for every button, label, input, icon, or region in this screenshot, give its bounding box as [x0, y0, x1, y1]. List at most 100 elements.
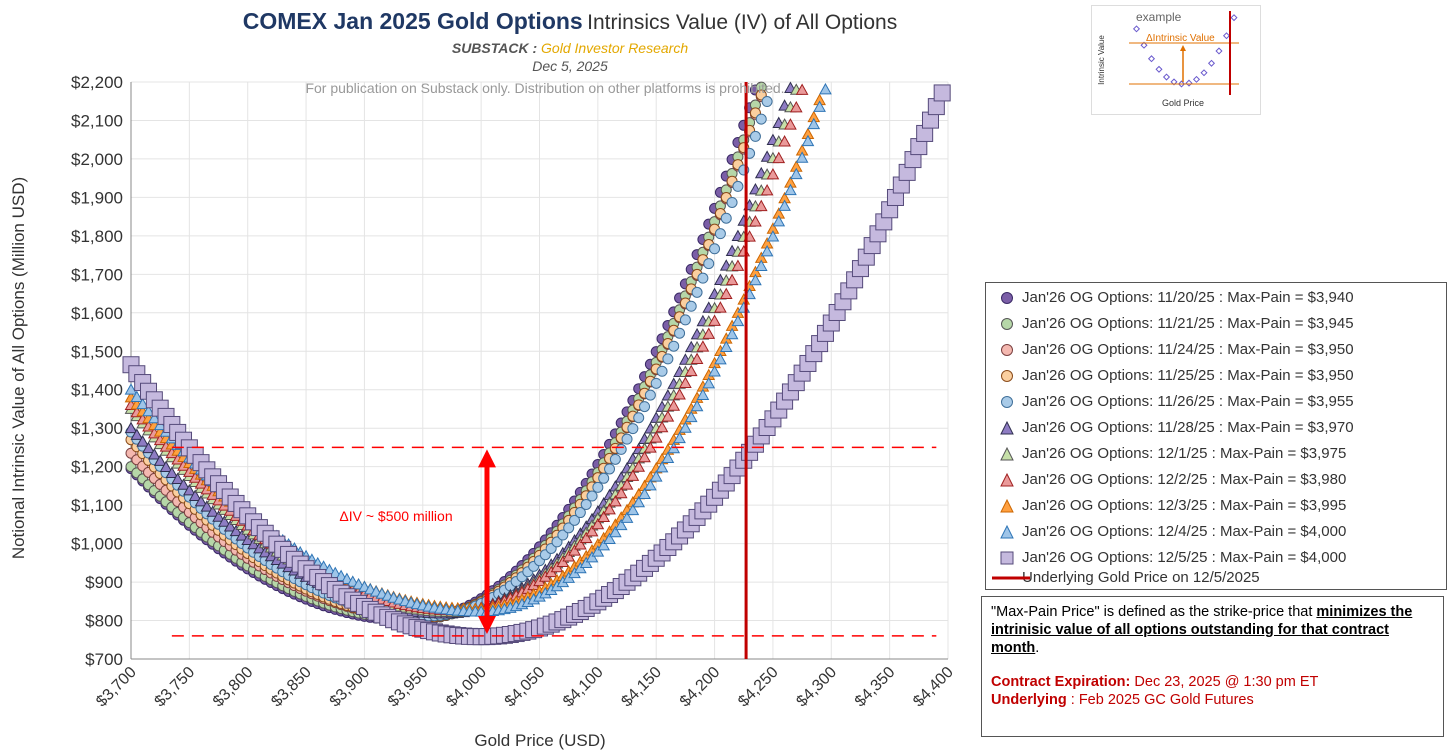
- data-point: [754, 199, 768, 212]
- data-point: [754, 259, 768, 271]
- data-point: [749, 130, 761, 142]
- triangle-marker-icon: [1000, 447, 1014, 461]
- data-point: [766, 230, 780, 242]
- data-point: [579, 531, 593, 544]
- data-point: [644, 389, 656, 401]
- data-point: [725, 273, 739, 286]
- data-point: [784, 118, 797, 130]
- y-tick-label: $2,200: [71, 73, 123, 92]
- data-point: [789, 167, 803, 180]
- y-tick-label: $1,700: [71, 265, 123, 284]
- data-point: [684, 410, 698, 423]
- delta-arrow-down-head: [477, 615, 496, 634]
- data-point: [580, 498, 592, 510]
- y-tick-label: $900: [85, 573, 123, 592]
- x-tick-label: $4,100: [560, 664, 607, 711]
- data-point: [586, 490, 598, 502]
- data-point: [772, 151, 786, 164]
- legend-item: Underlying Gold Price on 12/5/2025: [992, 567, 1260, 589]
- data-point: [165, 466, 179, 479]
- data-point: [656, 365, 668, 377]
- data-point: [697, 272, 709, 284]
- data-point: [177, 478, 190, 490]
- definition-note: "Max-Pain Price" is defined as the strik…: [981, 596, 1444, 737]
- data-point: [644, 478, 657, 491]
- data-point: [813, 100, 826, 112]
- substack-name: Gold Investor Research: [541, 40, 689, 56]
- data-point: [563, 522, 575, 534]
- inset-point: [1140, 41, 1148, 49]
- data-point: [603, 502, 616, 515]
- data-point: [691, 286, 703, 298]
- data-point: [568, 544, 581, 556]
- data-point: [147, 411, 161, 424]
- data-point: [136, 435, 150, 447]
- expiry-label: Contract Expiration:: [991, 674, 1131, 690]
- data-point: [626, 503, 640, 516]
- data-point: [731, 314, 745, 327]
- data-point: [585, 524, 599, 537]
- data-point: [632, 495, 646, 508]
- triangle-marker-icon: [1000, 473, 1014, 487]
- legend-item: Jan'26 OG Options: 12/2/25 : Max-Pain = …: [1000, 469, 1346, 491]
- y-axis-label: Notional Intrinsic Value of All Options …: [9, 177, 28, 559]
- data-point: [784, 183, 797, 196]
- y-tick-label: $700: [85, 650, 123, 669]
- data-point: [661, 451, 675, 463]
- data-point: [609, 525, 622, 538]
- x-tick-label: $4,050: [502, 664, 549, 711]
- delta-arrow-up-head: [477, 449, 496, 468]
- x-axis-label: Gold Price (USD): [474, 731, 605, 750]
- distribution-notice: For publication on Substack only. Distri…: [305, 80, 785, 96]
- series-12-5-25: [122, 84, 951, 646]
- data-point: [709, 243, 721, 255]
- data-point: [223, 520, 237, 532]
- triangle-marker-icon: [1000, 525, 1014, 539]
- legend-item: Jan'26 OG Options: 12/1/25 : Max-Pain = …: [1000, 443, 1346, 465]
- inset-arrow-head: [1180, 45, 1186, 51]
- legend-item: Jan'26 OG Options: 11/28/25 : Max-Pain =…: [1000, 417, 1354, 439]
- data-point: [731, 259, 745, 271]
- inset-xlabel: Gold Price: [1162, 98, 1204, 108]
- y-tick-label: $800: [85, 612, 123, 631]
- data-series: [122, 81, 951, 646]
- data-point: [714, 352, 727, 365]
- data-point: [585, 550, 599, 563]
- data-point: [579, 556, 593, 568]
- data-point: [598, 472, 610, 484]
- data-point: [714, 301, 727, 313]
- x-tick-label: $3,750: [152, 664, 199, 711]
- data-point: [684, 364, 698, 377]
- data-point: [667, 399, 681, 411]
- circle-marker-icon: [1001, 370, 1013, 382]
- y-tick-label: $1,000: [71, 535, 123, 554]
- legend-item: Jan'26 OG Options: 11/20/25 : Max-Pain =…: [1001, 287, 1354, 309]
- data-point: [638, 450, 651, 463]
- x-tick-label: $3,900: [327, 664, 374, 711]
- legend-item: Jan'26 OG Options: 11/25/25 : Max-Pain =…: [1001, 365, 1354, 387]
- data-point: [649, 470, 663, 482]
- y-tick-label: $1,100: [71, 496, 123, 515]
- legend-item: Jan'26 OG Options: 11/21/25 : Max-Pain =…: [1001, 313, 1354, 335]
- data-point: [562, 550, 576, 562]
- gridlines: [130, 81, 949, 660]
- data-point: [183, 483, 196, 496]
- data-point: [679, 314, 691, 326]
- data-point: [795, 83, 809, 95]
- data-point: [638, 487, 651, 499]
- x-tick-label: $4,350: [852, 664, 899, 711]
- data-point: [749, 215, 762, 227]
- y-tick-label: $1,800: [71, 227, 123, 246]
- data-point: [933, 84, 951, 102]
- data-point: [778, 135, 791, 147]
- legend-item: Jan'26 OG Options: 11/24/25 : Max-Pain =…: [1001, 339, 1354, 361]
- data-point: [130, 428, 144, 440]
- data-point: [702, 376, 716, 389]
- data-point: [778, 199, 791, 211]
- x-tick-label: $3,850: [268, 664, 315, 711]
- data-point: [720, 212, 732, 224]
- inset-frame: [1091, 5, 1261, 115]
- data-point: [592, 481, 604, 493]
- inset-point: [1207, 59, 1216, 67]
